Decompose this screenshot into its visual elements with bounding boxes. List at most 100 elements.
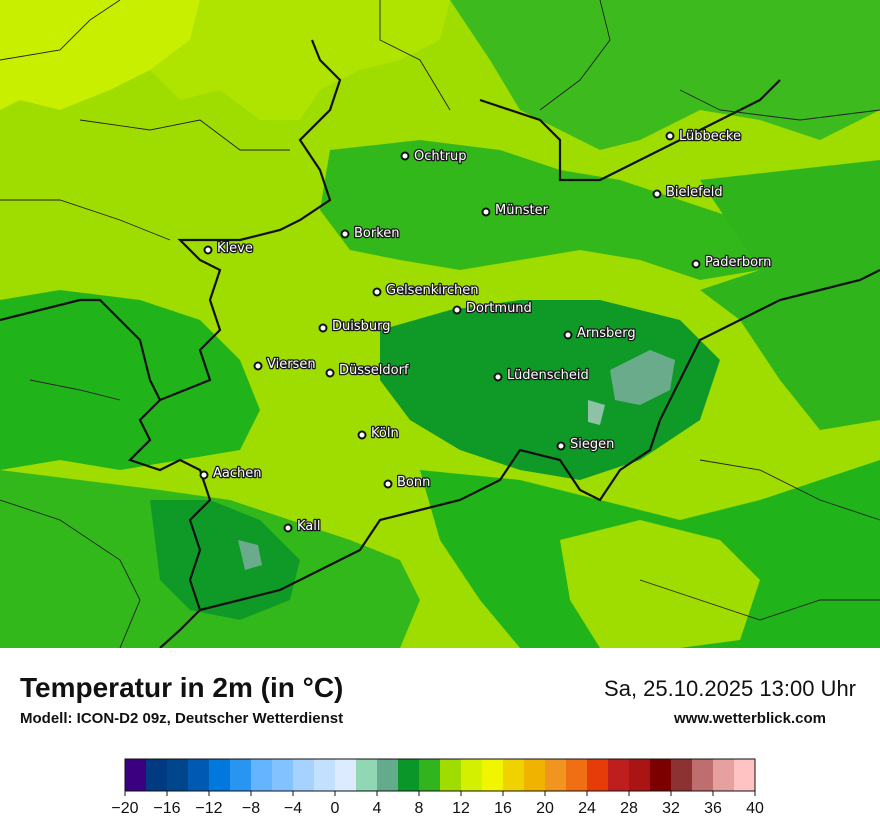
legend-tick-label: 36 bbox=[704, 800, 722, 817]
city-luedenscheid: Lüdenscheid bbox=[493, 367, 590, 384]
legend-swatch bbox=[524, 759, 546, 791]
region-lines bbox=[0, 0, 880, 648]
legend-swatch bbox=[167, 759, 189, 791]
legend-tick-label: 16 bbox=[494, 800, 512, 817]
city-aachen: Aachen bbox=[199, 465, 263, 482]
city-label: Köln bbox=[371, 426, 399, 441]
cool-zone-south-sauerland bbox=[588, 400, 605, 425]
website-link[interactable]: www.wetterblick.com bbox=[674, 710, 826, 727]
map-footer: Temperatur in 2m (in °C) Modell: ICON-D2… bbox=[0, 648, 880, 830]
city-arnsberg: Arnsberg bbox=[563, 325, 637, 342]
legend-swatch bbox=[335, 759, 357, 791]
legend-tick-label: 0 bbox=[331, 800, 340, 817]
legend-tick-label: 8 bbox=[415, 800, 424, 817]
legend-swatch bbox=[146, 759, 168, 791]
city-label: Lüdenscheid bbox=[507, 368, 589, 383]
legend-swatch bbox=[671, 759, 693, 791]
color-legend: −20 −16 −12 −8 −4 0 4 8 12 16 20 24 28 32 36 40 bbox=[111, 758, 764, 817]
city-label: Bielefeld bbox=[666, 185, 723, 200]
city-bonn: Bonn bbox=[383, 474, 432, 491]
city-muenster: Münster bbox=[481, 202, 550, 219]
city-label: Bonn bbox=[397, 475, 430, 490]
legend-swatch bbox=[566, 759, 588, 791]
legend-swatch bbox=[440, 759, 462, 791]
green-zone-munsterland bbox=[320, 140, 780, 280]
city-label: Arnsberg bbox=[577, 326, 636, 341]
city-label: Dortmund bbox=[466, 301, 532, 316]
legend-swatch bbox=[230, 759, 252, 791]
map-title: Temperatur in 2m (in °C) bbox=[20, 672, 344, 703]
legend-swatch bbox=[461, 759, 483, 791]
legend-tick-label: −4 bbox=[284, 800, 302, 817]
legend-tick-label: 28 bbox=[620, 800, 638, 817]
weather-map: Lübbecke Ochtrup Bielefeld Münster Borke… bbox=[0, 0, 880, 648]
city-label: Borken bbox=[354, 226, 400, 241]
legend-swatches bbox=[125, 759, 756, 791]
city-label: Duisburg bbox=[332, 319, 391, 334]
city-label: Siegen bbox=[570, 437, 614, 452]
legend-tick-label: 4 bbox=[373, 800, 382, 817]
legend-tick-label: 12 bbox=[452, 800, 470, 817]
legend-swatch bbox=[713, 759, 735, 791]
warm-zone-northwest bbox=[0, 0, 200, 110]
city-borken: Borken bbox=[340, 225, 401, 242]
legend-tick-label: 20 bbox=[536, 800, 554, 817]
legend-swatch bbox=[125, 759, 147, 791]
legend-tick-label: −8 bbox=[242, 800, 260, 817]
legend-swatch bbox=[272, 759, 294, 791]
legend-tick-label: 40 bbox=[746, 800, 764, 817]
cool-zone-sauerland bbox=[610, 350, 675, 405]
legend-swatch bbox=[356, 759, 378, 791]
city-label: Paderborn bbox=[705, 255, 771, 270]
legend-swatch bbox=[293, 759, 315, 791]
border-nrw-southeast bbox=[199, 269, 880, 612]
legend-tick-label: −12 bbox=[195, 800, 222, 817]
city-kleve: Kleve bbox=[203, 240, 254, 257]
city-kall: Kall bbox=[283, 518, 322, 535]
city-label: Kleve bbox=[217, 241, 253, 256]
city-dortmund: Dortmund bbox=[452, 300, 533, 317]
legend-swatch bbox=[734, 759, 756, 791]
green-zone-northeast bbox=[450, 0, 880, 150]
city-viersen: Viersen bbox=[253, 356, 317, 373]
green-zone-west bbox=[0, 290, 260, 470]
city-koeln: Köln bbox=[357, 425, 400, 442]
legend-swatch bbox=[377, 759, 399, 791]
green-zone-east bbox=[700, 160, 880, 430]
legend-swatch bbox=[503, 759, 525, 791]
border-netherlands-germany bbox=[127, 39, 342, 648]
model-info: Modell: ICON-D2 09z, Deutscher Wetterdie… bbox=[20, 710, 344, 727]
city-label: Viersen bbox=[267, 357, 316, 372]
legend-swatch bbox=[545, 759, 567, 791]
city-label: Aachen bbox=[213, 466, 261, 481]
city-label: Kall bbox=[297, 519, 321, 534]
green-zone-sauerland bbox=[380, 300, 720, 480]
legend-tick-label: 32 bbox=[662, 800, 680, 817]
legend-swatch bbox=[398, 759, 420, 791]
legend-tick-label: −16 bbox=[153, 800, 180, 817]
legend-swatch bbox=[188, 759, 210, 791]
city-ochtrup: Ochtrup bbox=[400, 148, 468, 165]
legend-swatch bbox=[482, 759, 504, 791]
city-duisburg: Duisburg bbox=[318, 318, 392, 335]
legend-swatch bbox=[251, 759, 273, 791]
city-label: Ochtrup bbox=[414, 149, 467, 164]
legend-tick-label: 24 bbox=[578, 800, 596, 817]
legend-swatch bbox=[209, 759, 231, 791]
cool-zone-eifel bbox=[238, 540, 262, 570]
city-gelsenkirchen: Gelsenkirchen bbox=[372, 282, 480, 299]
green-zone-eifel bbox=[150, 500, 300, 620]
city-label: Münster bbox=[495, 203, 549, 218]
legend-ticks: −20 −16 −12 −8 −4 0 4 8 12 16 20 24 28 32 36 40 bbox=[111, 791, 764, 817]
city-label: Lübbecke bbox=[679, 129, 741, 144]
legend-frame bbox=[124, 758, 756, 792]
border-nrw-north bbox=[479, 79, 781, 182]
legend-swatch bbox=[629, 759, 651, 791]
forecast-datetime: Sa, 25.10.2025 13:00 Uhr bbox=[604, 676, 856, 701]
legend-swatch bbox=[587, 759, 609, 791]
city-luebbecke: Lübbecke bbox=[665, 128, 742, 145]
city-markers: Lübbecke Ochtrup Bielefeld Münster Borke… bbox=[199, 128, 773, 535]
legend-tick-label: −20 bbox=[111, 800, 138, 817]
city-label: Düsseldorf bbox=[339, 363, 409, 378]
city-paderborn: Paderborn bbox=[691, 254, 773, 271]
